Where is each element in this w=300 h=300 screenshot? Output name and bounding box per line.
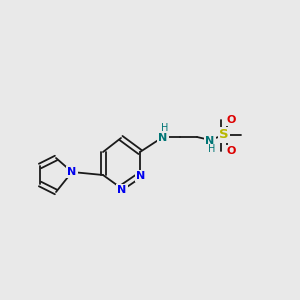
- Text: O: O: [226, 146, 236, 156]
- Text: N: N: [206, 136, 214, 146]
- Text: H: H: [208, 144, 216, 154]
- Text: N: N: [158, 133, 168, 143]
- Text: N: N: [136, 171, 146, 181]
- Text: S: S: [219, 128, 229, 142]
- Text: H: H: [161, 123, 169, 133]
- Text: N: N: [68, 167, 76, 177]
- Text: N: N: [117, 185, 127, 195]
- Text: O: O: [226, 115, 236, 125]
